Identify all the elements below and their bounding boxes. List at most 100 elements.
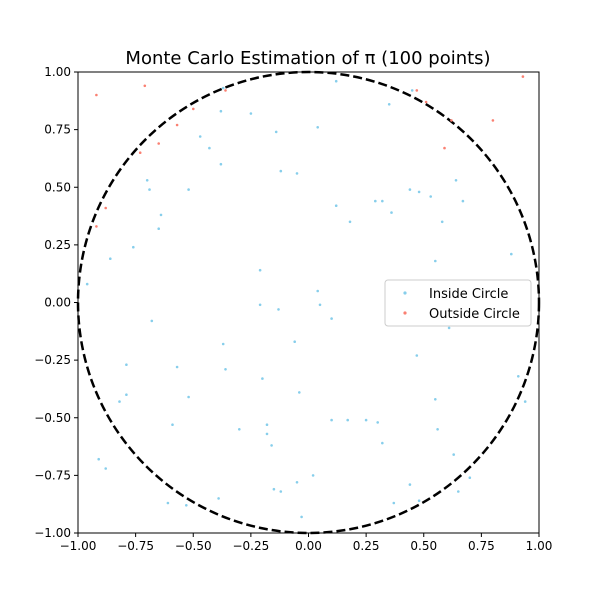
y-tick-label: −0.50 <box>34 411 71 425</box>
inside-circle-point <box>258 303 262 307</box>
outside-circle-point <box>224 89 227 92</box>
inside-circle-point <box>447 326 451 330</box>
inside-circle-point <box>272 487 276 491</box>
inside-circle-point <box>166 501 170 505</box>
inside-circle-point <box>187 188 190 191</box>
inside-circle-point <box>221 86 225 90</box>
outside-circle-point <box>415 89 419 92</box>
inside-circle-point <box>410 89 414 92</box>
x-axis: −1.00 −0.75 −0.50 −0.25 0.00 0.25 0.50 0.75 1.00 <box>60 533 553 553</box>
inside-circle-point <box>454 179 458 182</box>
inside-circle-point <box>145 179 149 182</box>
inside-circle-point <box>381 441 384 445</box>
inside-circle-point <box>109 257 112 261</box>
inside-circle-point <box>185 504 188 507</box>
inside-circle-point <box>295 172 299 175</box>
inside-circle-point <box>279 490 283 493</box>
inside-circle-point <box>417 190 421 194</box>
inside-circle-point <box>334 204 338 207</box>
inside-circle-point <box>408 483 412 486</box>
inside-circle-point <box>452 453 456 456</box>
y-tick-label: 0.00 <box>44 296 71 310</box>
inside-circle-point <box>265 432 269 436</box>
inside-circle-point <box>293 340 297 344</box>
inside-circle-point <box>298 391 301 394</box>
inside-circle-point <box>415 354 419 357</box>
inside-circle-point <box>249 112 253 115</box>
inside-circle-point <box>436 428 439 431</box>
inside-circle-point <box>318 303 322 307</box>
x-tick-label: 1.00 <box>526 539 553 553</box>
inside-circle-point <box>300 515 303 519</box>
outside-circle-point <box>521 75 525 78</box>
inside-circle-point <box>277 308 280 311</box>
inside-circle-point <box>258 268 262 272</box>
x-tick-label: 0.50 <box>410 539 437 553</box>
y-tick-label: −1.00 <box>34 526 71 540</box>
inside-circle-point <box>157 227 160 230</box>
outside-circle-point <box>175 123 179 127</box>
inside-circle-point <box>346 418 350 422</box>
inside-circle-point <box>132 245 135 249</box>
inside-circle-point <box>390 211 393 214</box>
outside-circle-point <box>443 146 446 150</box>
inside-circle-point <box>311 474 315 477</box>
inside-circle-point <box>265 423 269 427</box>
outside-circle-point <box>192 107 195 111</box>
inside-circle-point <box>279 169 283 173</box>
outside-circle-point <box>491 119 495 122</box>
outside-circle-point <box>424 100 428 104</box>
legend-label-inside-circle: Inside Circle <box>429 287 508 302</box>
inside-circle-point <box>159 213 163 217</box>
inside-circle-point <box>219 162 223 166</box>
inside-circle-point <box>381 199 384 203</box>
inside-circle-point <box>261 377 264 380</box>
inside-circle-point <box>457 490 460 493</box>
legend-box <box>384 279 532 327</box>
inside-circle-point <box>316 289 320 293</box>
outside-circle-point <box>450 119 453 122</box>
inside-circle-point <box>85 282 89 286</box>
outside-circle-point <box>104 206 107 210</box>
inside-circle-point <box>434 398 437 401</box>
inside-circle-point <box>523 400 527 403</box>
inside-circle-point <box>316 126 320 129</box>
inside-circle-point <box>295 481 299 484</box>
y-tick-label: −0.25 <box>34 353 71 367</box>
y-axis: −1.00 −0.75 −0.50 −0.25 0.00 0.25 0.50 0.75 1.00 <box>34 65 78 540</box>
inside-circle-point <box>408 188 412 191</box>
inside-circle-point <box>334 79 338 83</box>
legend-label-outside-circle: Outside Circle <box>429 307 520 322</box>
inside-circle-point <box>175 365 179 369</box>
inside-circle-point <box>330 418 333 422</box>
inside-circle-point <box>374 199 377 203</box>
inside-circle-point <box>125 393 128 397</box>
inside-circle-point <box>392 501 396 505</box>
inside-circle-point <box>104 467 107 470</box>
inside-circle-point <box>440 220 444 224</box>
outside-circle-point <box>138 151 142 154</box>
inside-circle-point <box>148 188 151 191</box>
inside-circle-point <box>434 259 437 263</box>
y-tick-label: 0.50 <box>44 180 71 194</box>
points-layer <box>85 75 527 519</box>
x-tick-label: −1.00 <box>60 539 97 553</box>
y-tick-label: −0.75 <box>34 468 71 482</box>
inside-circle-point <box>348 220 352 224</box>
inside-circle-point <box>270 444 273 447</box>
inside-circle-point <box>274 130 278 134</box>
outside-circle-point <box>157 142 160 145</box>
inside-circle-point <box>238 428 241 431</box>
x-tick-label: −0.50 <box>175 539 212 553</box>
inside-circle-point <box>118 400 121 403</box>
x-tick-label: 0.75 <box>468 539 495 553</box>
inside-circle-point <box>330 317 333 320</box>
inside-circle-point <box>468 476 472 480</box>
outside-circle-point <box>95 225 98 228</box>
outside-circle-point <box>95 93 98 97</box>
inside-circle-point <box>187 395 190 399</box>
inside-circle-point <box>217 497 220 500</box>
inside-circle-point <box>224 368 227 371</box>
x-tick-label: 0.25 <box>353 539 380 553</box>
